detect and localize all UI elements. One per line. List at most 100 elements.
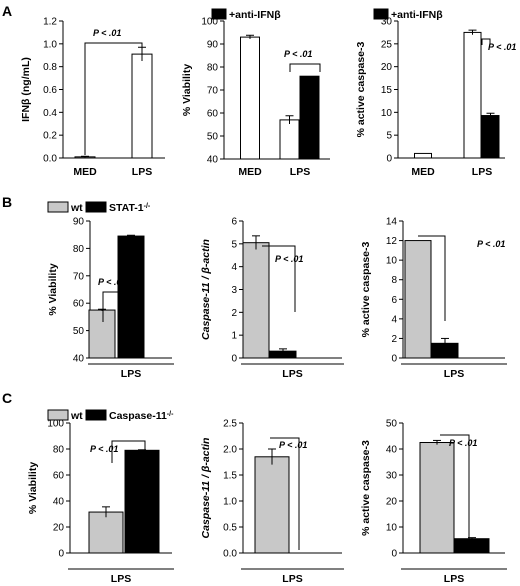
chart-6-tick-label-6: 12 [386, 236, 398, 247]
chart-7-bar-1-1 [88, 511, 124, 554]
chart-2-ylabel: % Viability [181, 64, 193, 116]
chart-9-tick-label-4: 40 [386, 445, 398, 456]
chart-1-tick-label-2: 0.4 [43, 108, 57, 119]
chart-3-significance-bracket [481, 38, 491, 45]
chart-5-tick-label-6: 6 [231, 217, 237, 228]
chart-6-tick-label-2: 4 [391, 314, 397, 325]
chart-2-category-label-2: LPS [290, 166, 310, 178]
chart-7-category-label-1: LPS [111, 573, 131, 585]
chart-2-tick-label-3: 70 [207, 86, 219, 97]
chart-4-tick-label-5: 90 [73, 217, 85, 228]
chart-9-tick-label-2: 20 [386, 497, 398, 508]
chart-7-legend-swatch-1 [47, 409, 69, 421]
chart-1-significance-bracket [84, 42, 143, 155]
chart-4-legend-swatch-2 [85, 201, 107, 213]
chart-1-tick-label-4: 0.8 [43, 62, 57, 73]
chart-8-bar-1-1 [254, 456, 290, 554]
chart-7-tick-label-4: 80 [53, 445, 65, 456]
chart-2-category-label-1: MED [238, 166, 262, 178]
chart-7-significance-bracket [111, 440, 146, 463]
chart-7-tick-label-0: 0 [58, 549, 64, 560]
chart-8-pvalue: P < .01 [279, 440, 307, 450]
chart-1-bar-2-1 [131, 53, 153, 159]
chart-9-tick-label-1: 10 [386, 523, 398, 534]
chart-6-pvalue: P < .01 [477, 239, 505, 249]
chart-2-pvalue: P < .01 [284, 49, 312, 59]
chart-6-tick-label-3: 6 [391, 295, 397, 306]
chart-4-tick-label-1: 50 [73, 326, 85, 337]
panel-label-c: C [2, 390, 12, 406]
chart-5-bar-1-1 [242, 242, 270, 359]
chart-8-ylabel: Caspase-11 / β-actin [200, 438, 212, 539]
chart-4-ylabel: % Viability [47, 263, 59, 315]
chart-5-tick-label-3: 3 [231, 285, 237, 296]
chart-1-tick-label-1: 0.2 [43, 131, 57, 142]
chart-5-tick-label-0: 0 [231, 354, 237, 365]
chart-8-tick-label-0: 0.0 [223, 549, 237, 560]
chart-3-tick-label-0: 0 [386, 154, 392, 165]
chart-3-tick-label-1: 5 [386, 131, 392, 142]
chart-4-tick-label-4: 80 [73, 244, 85, 255]
chart-2-bar-2-2 [299, 75, 320, 160]
chart-8-tick-label-4: 2.0 [223, 445, 237, 456]
chart-4-legend-label-1: wt [70, 202, 83, 214]
chart-4-bar-1-2 [117, 235, 145, 359]
chart-6-category-label-1: LPS [444, 368, 464, 380]
chart-8-tick-label-3: 1.5 [223, 471, 237, 482]
chart-1-tick-label-0: 0.0 [43, 154, 57, 165]
chart-7-tick-label-3: 60 [53, 471, 65, 482]
chart-9-tick-label-5: 50 [386, 419, 398, 430]
chart-5-category-label-1: LPS [282, 368, 302, 380]
chart-3-legend-label-1: +anti-IFNβ [391, 9, 443, 21]
chart-3-tick-label-6: 30 [381, 17, 393, 28]
chart-3-tick-label-4: 20 [381, 62, 393, 73]
chart-4-tick-label-3: 70 [73, 271, 85, 282]
chart-1-category-label-2: LPS [132, 166, 152, 178]
chart-3-bar-2-2 [481, 115, 500, 159]
chart-7-ylabel: % Viability [27, 462, 39, 514]
chart-9-pvalue: P < .01 [449, 438, 477, 448]
chart-6-bar-1-1 [404, 240, 432, 359]
chart-2-bar-2-1 [279, 119, 300, 160]
chart-8-significance-bracket [270, 437, 300, 550]
chart-3-tick-label-5: 25 [381, 39, 393, 50]
chart-9-category-label-1: LPS [444, 573, 464, 585]
chart-1-tick-label-5: 1.0 [43, 39, 57, 50]
chart-8-tick-label-1: 0.5 [223, 523, 237, 534]
chart-9-significance-bracket [440, 434, 470, 552]
chart-1-category-label-1: MED [73, 166, 97, 178]
chart-7-tick-label-2: 40 [53, 497, 65, 508]
chart-3-bar-2-1 [463, 31, 482, 159]
chart-4-significance-bracket [102, 291, 139, 322]
chart-1-tick-label-3: 0.6 [43, 85, 57, 96]
chart-6-ylabel: % active caspase-3 [360, 241, 372, 337]
chart-7-legend-label-2: Caspase-11-/- [109, 410, 174, 422]
chart-5-tick-label-1: 1 [231, 331, 237, 342]
chart-1-tick-label-6: 1.2 [43, 17, 57, 28]
chart-7-tick-label-5: 100 [47, 419, 64, 430]
chart-4-bar-1-1 [88, 309, 116, 359]
chart-9-bar-1-1 [419, 442, 455, 554]
chart-5-pvalue: P < .01 [275, 254, 303, 264]
chart-2-bar-1-1 [240, 36, 260, 160]
chart-2-tick-label-4: 80 [207, 63, 219, 74]
chart-4-pvalue: P < .01 [98, 277, 126, 287]
panel-label-a: A [2, 3, 12, 19]
chart-7-pvalue: P < .01 [90, 444, 118, 454]
chart-7-bar-1-2 [124, 449, 160, 554]
chart-3-bar-1-1 [414, 152, 432, 159]
chart-6-tick-label-5: 10 [386, 256, 398, 267]
chart-2-legend-label-1: +anti-IFNβ [229, 9, 281, 21]
chart-2-significance-bracket [289, 63, 321, 72]
chart-6-tick-label-0: 0 [391, 354, 397, 365]
chart-9-ylabel: % active caspase-3 [360, 440, 372, 536]
panel-label-b: B [2, 194, 12, 210]
chart-1-ylabel: IFNβ (ng/mL) [20, 57, 32, 122]
chart-3-ylabel: % active caspase-3 [355, 41, 367, 137]
chart-6-tick-label-7: 14 [386, 217, 398, 228]
chart-2-tick-label-2: 60 [207, 109, 219, 120]
chart-3-category-label-1: MED [411, 166, 435, 178]
chart-6-tick-label-4: 8 [391, 275, 397, 286]
chart-5-significance-bracket [262, 245, 296, 312]
